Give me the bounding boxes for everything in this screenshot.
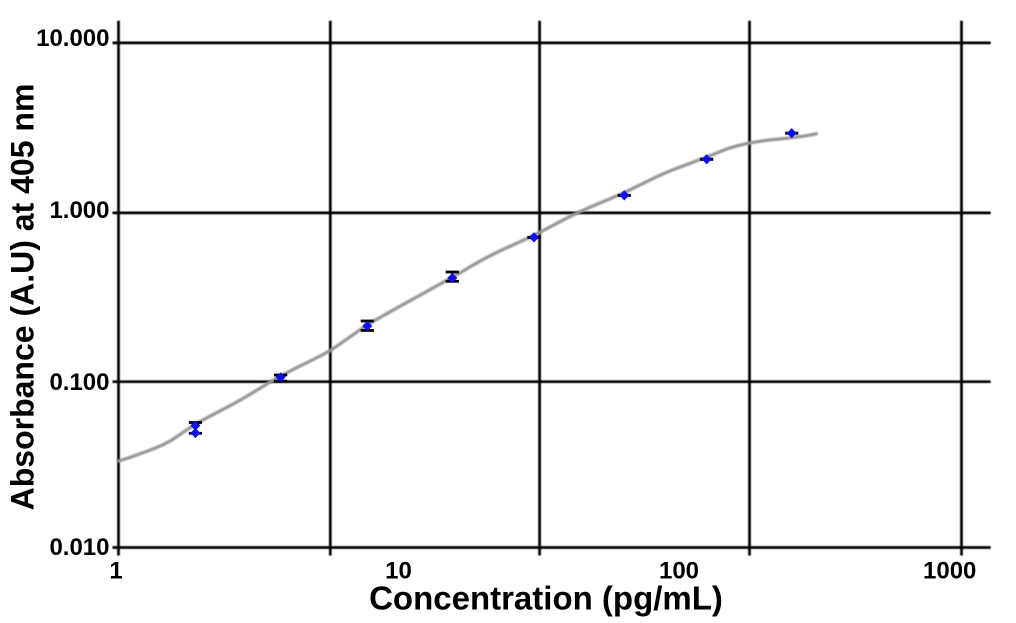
svg-text:0.100: 0.100 [49, 369, 109, 396]
svg-text:0.010: 0.010 [49, 534, 109, 561]
svg-text:10.000: 10.000 [36, 25, 109, 52]
svg-text:100: 100 [659, 558, 699, 585]
svg-text:Absorbance (A.U) at 405 nm: Absorbance (A.U) at 405 nm [5, 84, 41, 511]
svg-text:10: 10 [385, 558, 412, 585]
svg-text:1000: 1000 [923, 558, 976, 585]
svg-text:1: 1 [109, 558, 122, 585]
svg-text:Concentration (pg/mL): Concentration (pg/mL) [369, 580, 723, 617]
svg-text:1.000: 1.000 [49, 197, 109, 224]
